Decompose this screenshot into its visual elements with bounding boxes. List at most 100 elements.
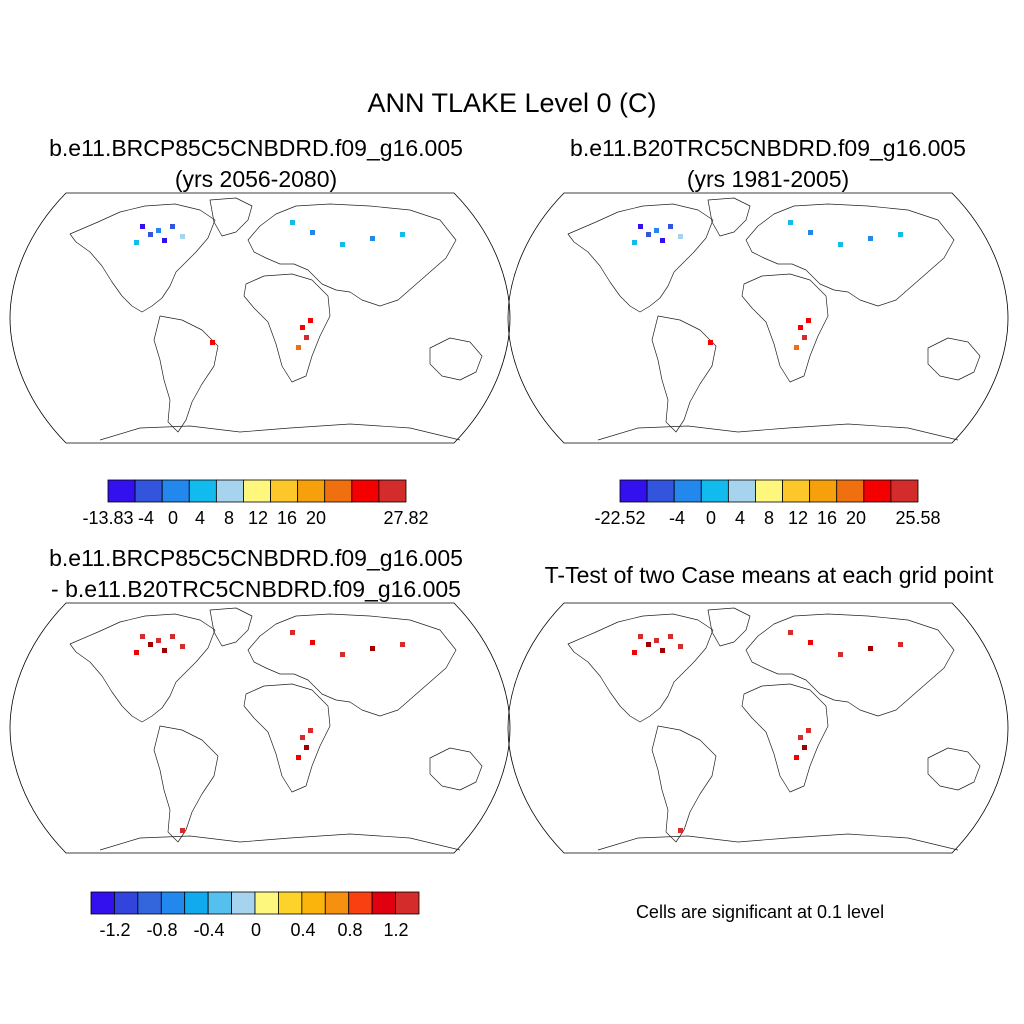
colorbar-swatch bbox=[278, 891, 303, 915]
lake-cell bbox=[806, 318, 811, 323]
lake-cell bbox=[638, 634, 643, 639]
lake-cell bbox=[310, 640, 315, 645]
colorbar-swatch bbox=[324, 891, 350, 915]
lake-cell bbox=[638, 224, 643, 229]
colorbar-swatch bbox=[727, 479, 756, 503]
colorbar-label: -22.52 bbox=[594, 508, 645, 528]
significance-note: Cells are significant at 0.1 level bbox=[635, 902, 885, 922]
colorbar-swatch bbox=[348, 891, 373, 915]
colorbar-label: 25.58 bbox=[895, 508, 940, 528]
panel-1-title-line1: b.e11.BRCP85C5CNBDRD.f09_g16.005 bbox=[49, 135, 463, 161]
map-panel-3 bbox=[9, 602, 511, 854]
lake-cell bbox=[140, 224, 145, 229]
colorbar-1: -13.83 -4 0 4 8 12 16 20 27.82 bbox=[82, 479, 429, 528]
lake-cell bbox=[180, 234, 185, 239]
colorbar-label: 0 bbox=[168, 508, 178, 528]
world-map-outline bbox=[9, 602, 511, 854]
lake-cell bbox=[898, 642, 903, 647]
colorbar-label: -0.8 bbox=[146, 920, 177, 940]
figure-title: ANN TLAKE Level 0 (C) bbox=[367, 88, 657, 118]
lake-cell bbox=[668, 634, 673, 639]
colorbar-label: 4 bbox=[735, 508, 745, 528]
lake-cell bbox=[370, 646, 375, 651]
lake-cell bbox=[310, 230, 315, 235]
colorbar-swatch bbox=[137, 891, 162, 915]
lake-cell bbox=[678, 828, 683, 833]
colorbar-swatch bbox=[809, 479, 838, 503]
colorbar-label: -0.4 bbox=[193, 920, 224, 940]
colorbar-swatch bbox=[215, 479, 244, 503]
colorbar-label: 0.4 bbox=[290, 920, 315, 940]
lake-cell bbox=[794, 345, 799, 350]
lake-cell bbox=[162, 648, 167, 653]
colorbar-swatch bbox=[619, 479, 648, 503]
lake-cell bbox=[180, 828, 185, 833]
lake-cell bbox=[808, 640, 813, 645]
colorbar-label: 8 bbox=[224, 508, 234, 528]
colorbar-2: -22.52 -4 0 4 8 12 16 20 25.58 bbox=[594, 479, 941, 528]
colorbar-swatch bbox=[134, 479, 163, 503]
colorbar-label: 12 bbox=[248, 508, 268, 528]
colorbar-label: 0 bbox=[706, 508, 716, 528]
colorbar-swatch bbox=[270, 479, 299, 503]
colorbar-swatch bbox=[646, 479, 675, 503]
colorbar-swatch bbox=[836, 479, 865, 503]
lake-cell bbox=[162, 238, 167, 243]
panel-2-title: b.e11.B20TRC5CNBDRD.f09_g16.005 (yrs 198… bbox=[528, 133, 1008, 195]
colorbar-swatch bbox=[351, 479, 380, 503]
colorbar-label: -4 bbox=[138, 508, 154, 528]
lake-cell bbox=[788, 220, 793, 225]
colorbar-swatch bbox=[371, 891, 396, 915]
colorbar-swatch bbox=[378, 479, 407, 503]
lake-cell bbox=[290, 220, 295, 225]
lake-cell bbox=[156, 638, 161, 643]
lake-cell bbox=[838, 652, 843, 657]
colorbar-swatch bbox=[231, 891, 256, 915]
panel-3-title-line2: - b.e11.B20TRC5CNBDRD.f09_g16.005 bbox=[51, 576, 461, 602]
lake-cell bbox=[868, 646, 873, 651]
colorbar-swatch bbox=[297, 479, 326, 503]
lake-cell bbox=[296, 755, 301, 760]
lake-cell bbox=[788, 630, 793, 635]
lake-cell bbox=[304, 745, 309, 750]
colorbar-swatch bbox=[160, 891, 186, 915]
lake-cell bbox=[400, 642, 405, 647]
lake-cell bbox=[794, 755, 799, 760]
map-panel-1 bbox=[9, 192, 511, 444]
panel-3-title: b.e11.BRCP85C5CNBDRD.f09_g16.005 - b.e11… bbox=[16, 543, 496, 605]
lake-cell bbox=[170, 634, 175, 639]
lake-cell bbox=[134, 650, 139, 655]
colorbar-swatch bbox=[890, 479, 919, 503]
lake-cell bbox=[808, 230, 813, 235]
lake-cell bbox=[170, 224, 175, 229]
colorbar-swatch bbox=[782, 479, 811, 503]
lake-cell bbox=[340, 242, 345, 247]
lake-cell bbox=[340, 652, 345, 657]
colorbar-label: -4 bbox=[669, 508, 685, 528]
colorbar-swatch bbox=[301, 891, 326, 915]
colorbar-swatch bbox=[207, 891, 232, 915]
lake-cell bbox=[400, 232, 405, 237]
panel-3-title-line1: b.e11.BRCP85C5CNBDRD.f09_g16.005 bbox=[49, 545, 463, 571]
map-panel-4 bbox=[507, 602, 1009, 854]
panel-4-title-line1: T-Test of two Case means at each grid po… bbox=[544, 562, 994, 588]
lake-cell bbox=[678, 644, 683, 649]
lake-cell bbox=[654, 228, 659, 233]
lake-cell bbox=[632, 650, 637, 655]
colorbar-label: 27.82 bbox=[383, 508, 428, 528]
lake-cell bbox=[838, 242, 843, 247]
colorbar-label: 0 bbox=[251, 920, 261, 940]
world-map-outline bbox=[507, 602, 1009, 854]
lake-cell bbox=[300, 735, 305, 740]
lake-cell bbox=[802, 745, 807, 750]
colorbar-label: 4 bbox=[195, 508, 205, 528]
lake-cell bbox=[868, 236, 873, 241]
lake-cell bbox=[798, 735, 803, 740]
colorbar-swatch bbox=[700, 479, 729, 503]
lake-cell bbox=[678, 234, 683, 239]
colorbar-swatch bbox=[184, 891, 209, 915]
colorbar-swatch bbox=[114, 891, 139, 915]
colorbar-swatch bbox=[673, 479, 702, 503]
colorbar-swatch bbox=[324, 479, 353, 503]
